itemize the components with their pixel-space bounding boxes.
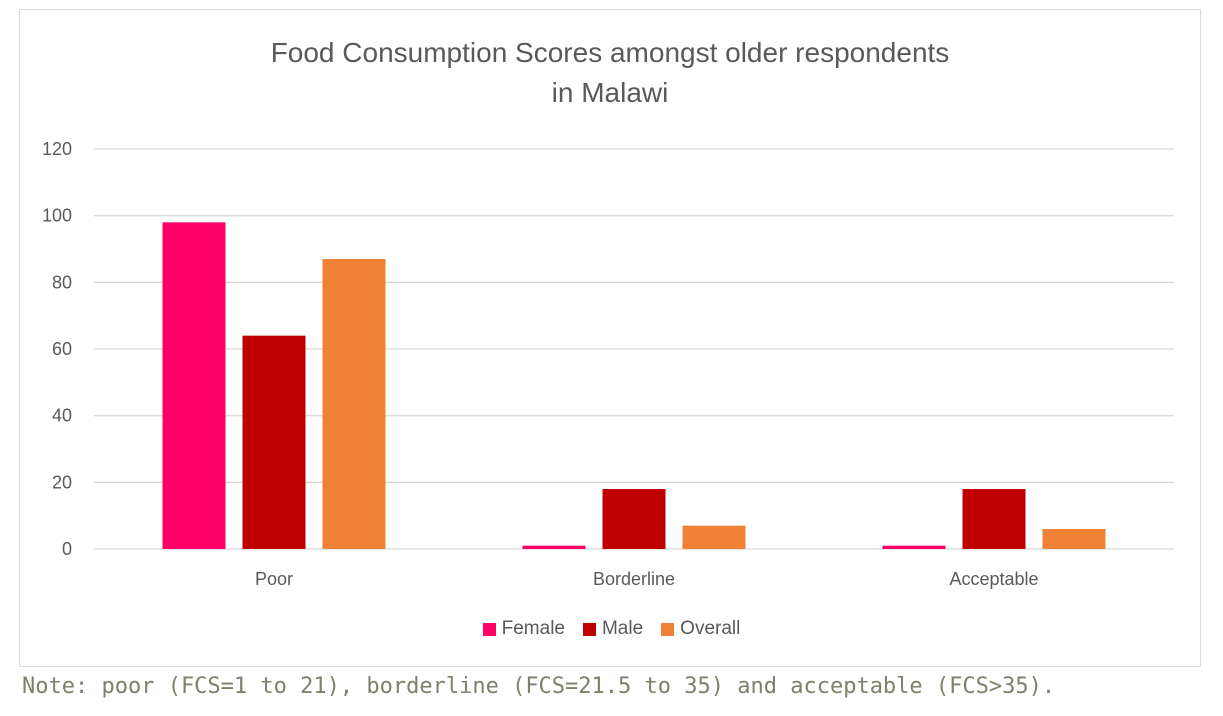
y-tick-label: 40 [52,406,72,426]
bar-female-borderline [522,545,586,549]
x-tick-label-borderline: Borderline [593,569,675,589]
bar-overall-poor [322,259,386,549]
legend-label: Female [501,618,565,639]
y-tick-label: 20 [52,472,72,492]
y-tick-label: 80 [52,272,72,292]
legend-label: Male [601,618,644,639]
legend-swatch-overall [661,622,675,636]
bar-male-poor [242,335,306,549]
legend-swatch-female [482,622,496,636]
legend-item-overall: Overall [661,618,740,640]
legend-item-male: Male [582,618,644,640]
bar-overall-acceptable [1042,529,1106,549]
bar-female-acceptable [882,545,946,549]
x-tick-label-poor: Poor [255,569,293,589]
y-tick-label: 120 [42,139,72,159]
bar-overall-borderline [682,525,746,549]
legend-item-female: Female [482,618,565,640]
bar-female-poor [162,222,226,550]
chart-title-line-1: Food Consumption Scores amongst older re… [270,37,950,68]
bar-male-borderline [602,489,666,549]
legend-swatch-male [582,622,596,636]
chart-legend: Female Male Overall [0,618,1223,640]
bar-male-acceptable [962,489,1026,549]
y-tick-label: 60 [52,339,72,359]
x-tick-label-acceptable: Acceptable [949,569,1038,589]
legend-label: Overall [680,618,741,639]
chart-note: Note: poor (FCS=1 to 21), borderline (FC… [22,674,1056,699]
y-tick-label: 100 [42,206,72,226]
chart-title: Food Consumption Scores amongst older re… [19,33,1201,113]
chart-title-line-2: in Malawi [551,77,669,108]
y-tick-label: 0 [62,539,72,559]
